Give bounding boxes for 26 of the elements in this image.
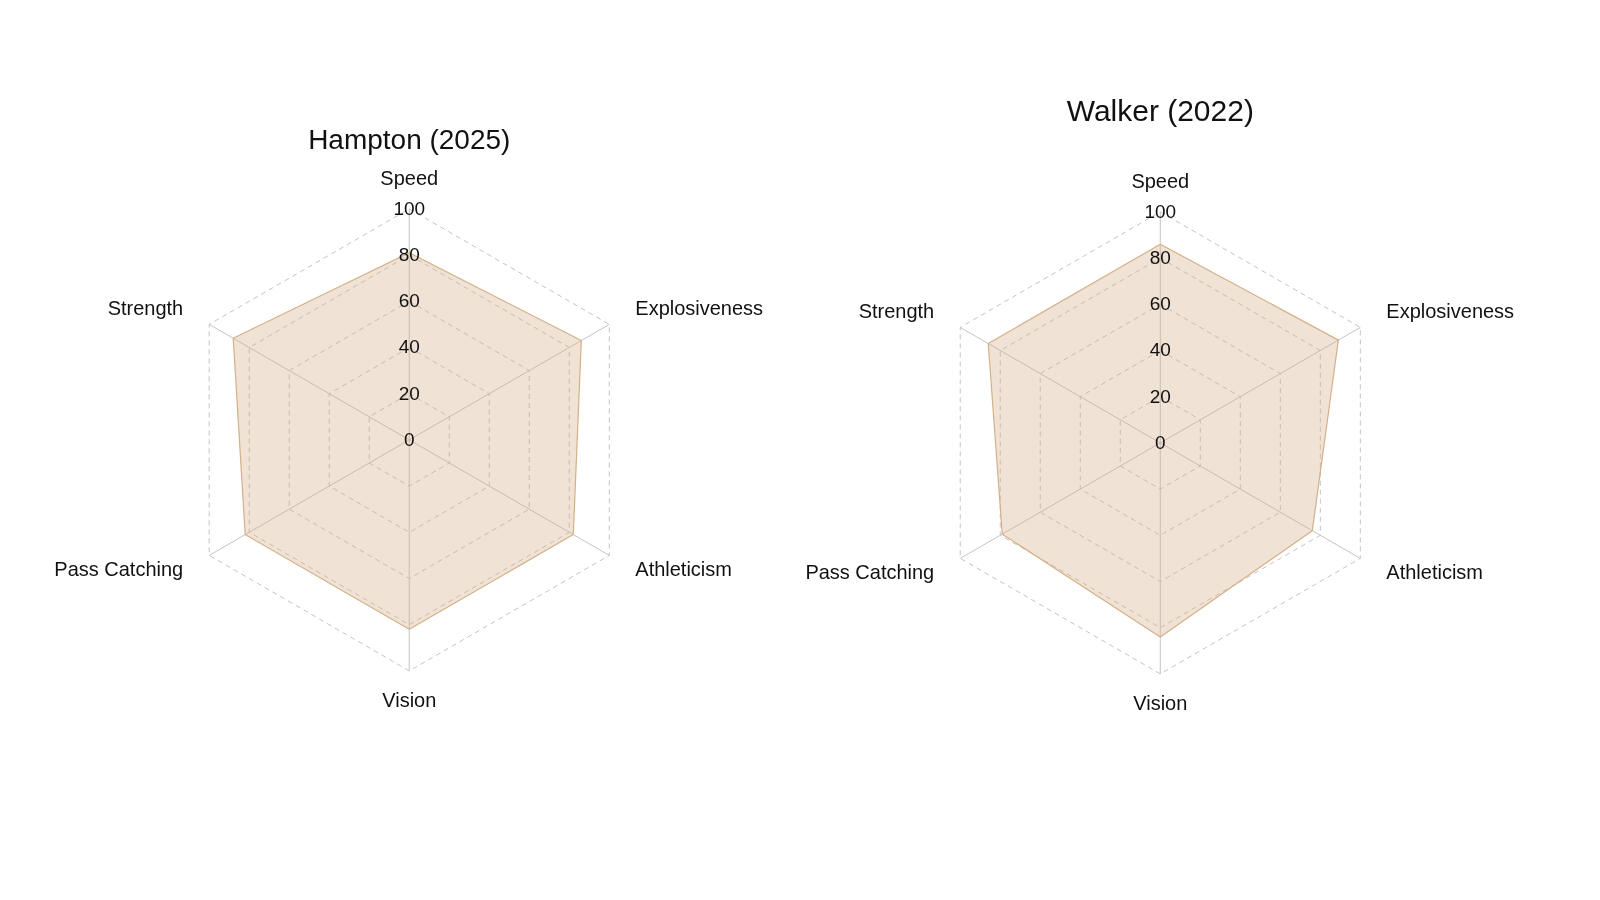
spoke-label: Explosiveness <box>635 297 764 320</box>
spoke-label: Speed <box>380 166 439 189</box>
spoke-label: Athleticism <box>635 558 732 581</box>
spoke-label: Pass Catching <box>54 558 184 581</box>
y-tick-label: 0 <box>403 428 415 450</box>
y-tick-label: 100 <box>393 197 426 219</box>
y-tick-label: 20 <box>398 382 420 404</box>
y-tick-label: 20 <box>1149 385 1171 407</box>
y-tick-label: 60 <box>1149 293 1171 315</box>
spoke-label: Strength <box>107 297 184 320</box>
spoke-label: Strength <box>858 300 935 323</box>
y-tick-label: 0 <box>1155 431 1166 453</box>
spoke-label: Explosiveness <box>1386 300 1515 323</box>
chart-title: Hampton (2025) <box>308 123 511 155</box>
y-tick-label: 100 <box>1144 200 1177 222</box>
chart-title: Walker (2022) <box>1066 93 1254 127</box>
y-tick-label: 40 <box>1149 339 1171 361</box>
spoke-label: Athleticism <box>1386 561 1483 584</box>
y-tick-label: 40 <box>398 336 420 358</box>
y-tick-label: 80 <box>1149 247 1171 269</box>
y-tick-label: 80 <box>398 244 420 266</box>
spoke-label: Vision <box>382 688 437 711</box>
spoke-label: Pass Catching <box>805 561 935 584</box>
y-tick-label: 60 <box>398 290 420 312</box>
spoke-label: Vision <box>1133 691 1188 714</box>
spoke-label: Speed <box>1131 169 1190 192</box>
